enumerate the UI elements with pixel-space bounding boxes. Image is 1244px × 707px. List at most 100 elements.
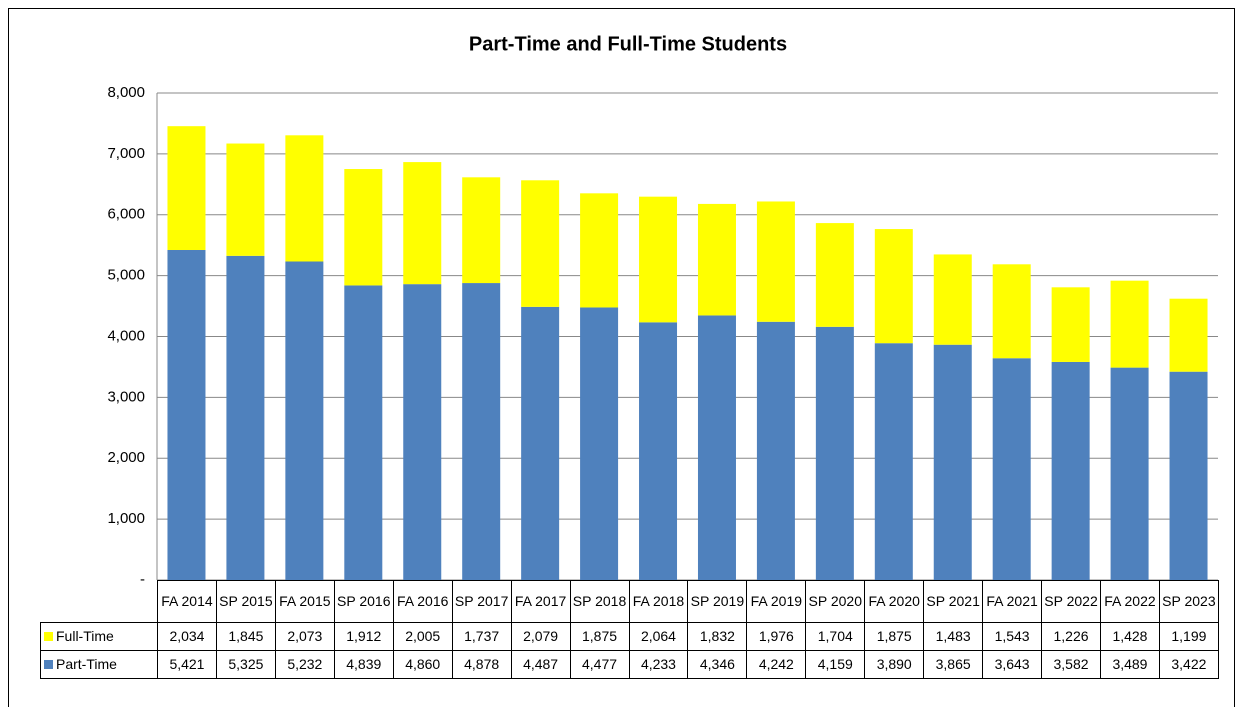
value-label: 1,483 [923,622,984,651]
data-table: FA 2014 SP 2015 FA 2015 SP 2016 FA 2016 SP 20… [40,580,1219,679]
bar [1110,280,1149,368]
legend-swatch [44,632,53,641]
bar [521,306,560,580]
bar [815,223,854,327]
bar [1051,361,1090,580]
value-label: 2,034 [157,622,217,651]
bar [697,315,736,580]
bar [344,285,383,580]
bar [874,343,913,580]
value-label: 1,226 [1041,622,1101,651]
value-label: 3,422 [1158,650,1219,679]
bar [226,255,265,580]
x-tick-label: FA 2021 [982,580,1043,623]
value-label: 4,159 [805,650,866,679]
series-row: Part-Time 5,421 5,325 5,232 4,839 4,860 4,878 4… [40,650,1219,679]
bar [226,143,265,256]
header-row: FA 2014 SP 2015 FA 2015 SP 2016 FA 2016 SP 20… [41,580,1219,623]
x-tick-label: SP 2018 [569,580,630,623]
value-label: 2,073 [274,622,335,651]
value-label: 1,737 [451,622,512,651]
bar [167,126,206,250]
value-label: 1,832 [687,622,748,651]
y-tick-label: 6,000 [107,206,145,223]
value-label: 3,890 [864,650,925,679]
y-tick-label: 2,000 [107,449,145,466]
value-label: 2,079 [510,622,571,651]
y-tick-label: 1,000 [107,510,145,527]
value-label: 4,242 [746,650,807,679]
value-label: 3,865 [923,650,984,679]
bar [462,283,501,580]
x-tick-label: SP 2019 [687,580,748,623]
legend-swatch [44,660,53,669]
bar [580,193,619,308]
value-label: 1,543 [982,622,1043,651]
y-tick-label: 7,000 [107,145,145,162]
x-tick-label: SP 2015 [215,580,276,623]
x-tick-label: SP 2023 [1158,580,1219,623]
x-tick-label: SP 2020 [805,580,866,623]
value-label: 5,325 [215,650,276,679]
x-tick-label: FA 2018 [628,580,689,623]
value-label: 1,845 [215,622,276,651]
bar [285,261,324,580]
x-tick-label: SP 2017 [451,580,512,623]
value-label: 4,477 [569,650,630,679]
y-tick-label: 8,000 [107,84,145,101]
value-label: 1,428 [1100,622,1160,651]
x-tick-label: SP 2021 [923,580,984,623]
bar [285,135,324,262]
x-tick-label: FA 2016 [392,580,453,623]
x-tick-label: FA 2014 [157,580,217,623]
value-label: 4,346 [687,650,748,679]
x-tick-label: FA 2019 [746,580,807,623]
x-tick-label: FA 2015 [274,580,335,623]
bar [992,264,1031,359]
legend-label: Full-Time [56,628,114,644]
value-label: 3,489 [1100,650,1160,679]
value-label: 2,064 [628,622,689,651]
value-label: 4,487 [510,650,571,679]
bar [462,177,501,284]
corner-cell [41,581,158,623]
y-tick-label: 4,000 [107,327,145,344]
bar [874,229,913,344]
bar [756,201,795,322]
bar [639,196,678,323]
value-label: 5,232 [274,650,335,679]
y-tick-label: 5,000 [107,267,145,284]
bar [639,322,678,580]
bar [403,284,442,580]
bar [815,326,854,580]
value-label: 5,421 [157,650,217,679]
value-label: 4,233 [628,650,689,679]
value-label: 3,643 [982,650,1043,679]
value-label: 4,878 [451,650,512,679]
bar [933,254,972,345]
bar [344,169,383,286]
value-label: 4,839 [333,650,394,679]
x-tick-label: FA 2017 [510,580,571,623]
bar [1110,367,1149,580]
value-label: 1,704 [805,622,866,651]
y-tick-label: 3,000 [107,388,145,405]
bar [167,249,206,580]
x-tick-label: FA 2020 [864,580,925,623]
legend-entry: Full-Time [40,622,158,651]
bar [403,162,442,285]
legend-label: Part-Time [56,656,117,672]
value-label: 1,199 [1158,622,1219,651]
bar [697,203,736,316]
bar [580,307,619,580]
value-label: 4,860 [392,650,453,679]
value-label: 1,976 [746,622,807,651]
bar [992,358,1031,580]
value-label: 3,582 [1041,650,1101,679]
chart-title: Part-Time and Full-Time Students [469,33,787,55]
chart-frame [8,8,1235,707]
value-label: 1,875 [569,622,630,651]
x-tick-label: SP 2016 [333,580,394,623]
